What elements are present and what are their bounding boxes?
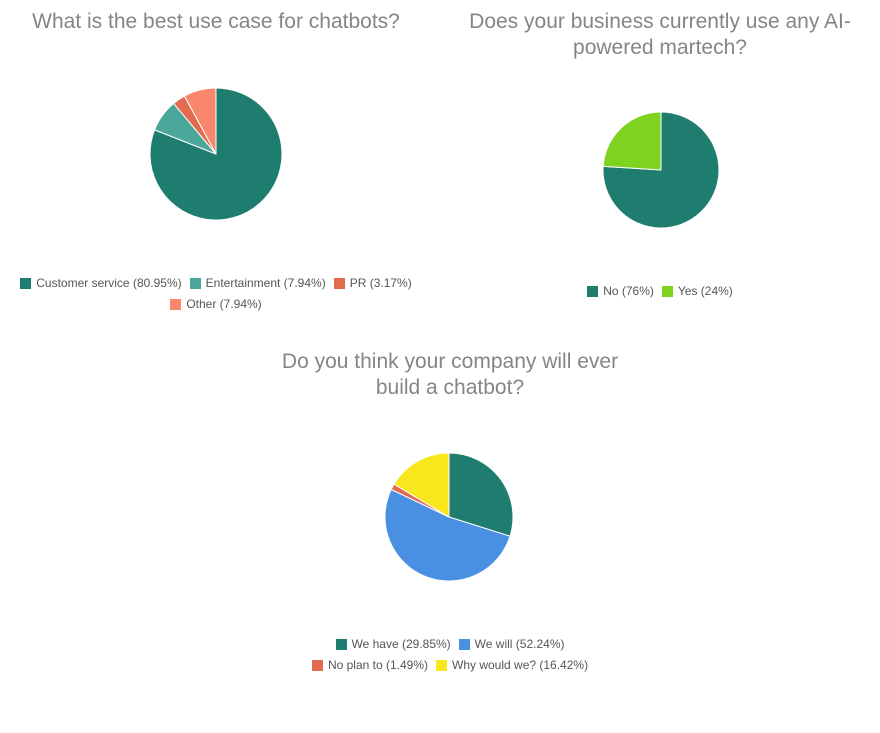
chart-legend: No (76%) Yes (24%) bbox=[440, 281, 880, 302]
legend-label: We will (52.24%) bbox=[474, 637, 565, 651]
pie-slice-yes bbox=[602, 111, 662, 171]
legend-item-why-would-we[interactable]: Why would we? (16.42%) bbox=[436, 655, 588, 676]
legend-swatch bbox=[335, 639, 347, 650]
legend-label: Customer service (80.95%) bbox=[36, 276, 182, 290]
legend-swatch bbox=[587, 286, 599, 297]
chart-title-line: powered martech? bbox=[573, 36, 747, 59]
chart-legend: We have (29.85%) We will (52.24%) No plan … bbox=[230, 634, 670, 676]
legend-label: No plan to (1.49%) bbox=[327, 658, 428, 672]
chart-title-line: Do you think your company will ever bbox=[281, 350, 619, 373]
legend-item-no-plan-to[interactable]: No plan to (1.49%) bbox=[311, 655, 428, 676]
legend-swatch bbox=[661, 286, 673, 297]
legend-item-we-have[interactable]: We have (29.85%) bbox=[335, 634, 451, 655]
chart-title: Do you think your company will ever buil… bbox=[230, 349, 670, 401]
chart-title: Does your business currently use any AI-… bbox=[440, 9, 880, 61]
chart-build-chatbot: Do you think your company will ever buil… bbox=[230, 340, 670, 733]
chart-best-use-case: What is the best use case for chatbots? … bbox=[0, 0, 432, 330]
legend-row: We have (29.85%) We will (52.24%) bbox=[230, 634, 670, 655]
pie-slice-we-will bbox=[384, 488, 511, 582]
legend-swatch bbox=[20, 278, 32, 289]
legend-label: We have (29.85%) bbox=[351, 637, 451, 651]
pie-slice-why-would-we bbox=[393, 452, 450, 518]
legend-label: Entertainment (7.94%) bbox=[205, 276, 326, 290]
legend-swatch bbox=[311, 660, 323, 671]
legend-swatch bbox=[170, 299, 182, 310]
legend-label: Yes (24%) bbox=[677, 284, 733, 298]
chart-title-line: Does your business currently use any AI- bbox=[469, 10, 851, 33]
legend-row: Customer service (80.95%) Entertainment (… bbox=[0, 273, 432, 294]
pie-chart bbox=[384, 452, 514, 582]
legend-row: Other (7.94%) bbox=[0, 294, 432, 315]
legend-swatch bbox=[436, 660, 447, 671]
legend-item-yes[interactable]: Yes (24%) bbox=[661, 281, 733, 302]
legend-label: No (76%) bbox=[603, 284, 654, 298]
legend-swatch bbox=[458, 639, 470, 650]
pie-slice-other bbox=[183, 87, 217, 155]
chart-title: What is the best use case for chatbots? bbox=[0, 9, 432, 35]
pie-slice-we-have bbox=[448, 452, 514, 537]
chart-ai-martech: Does your business currently use any AI-… bbox=[440, 0, 880, 330]
legend-item-other[interactable]: Other (7.94%) bbox=[170, 294, 262, 315]
legend-label: Why would we? (16.42%) bbox=[452, 658, 589, 672]
legend-label: Other (7.94%) bbox=[186, 297, 262, 311]
legend-label: PR (3.17%) bbox=[349, 276, 412, 290]
legend-item-pr[interactable]: PR (3.17%) bbox=[333, 273, 412, 294]
legend-swatch bbox=[333, 278, 345, 289]
legend-swatch bbox=[189, 278, 201, 289]
legend-row: No (76%) Yes (24%) bbox=[440, 281, 880, 302]
chart-title-line: What is the best use case for chatbots? bbox=[32, 10, 400, 33]
pie-chart bbox=[602, 111, 720, 229]
legend-item-no[interactable]: No (76%) bbox=[587, 281, 654, 302]
legend-item-we-will[interactable]: We will (52.24%) bbox=[458, 634, 565, 655]
legend-item-customer-service[interactable]: Customer service (80.95%) bbox=[20, 273, 182, 294]
chart-title-line: build a chatbot? bbox=[375, 376, 525, 399]
legend-item-entertainment[interactable]: Entertainment (7.94%) bbox=[189, 273, 326, 294]
chart-legend: Customer service (80.95%) Entertainment (… bbox=[0, 273, 432, 315]
pie-chart bbox=[149, 87, 283, 221]
legend-row: No plan to (1.49%) Why would we? (16.42%) bbox=[230, 655, 670, 676]
